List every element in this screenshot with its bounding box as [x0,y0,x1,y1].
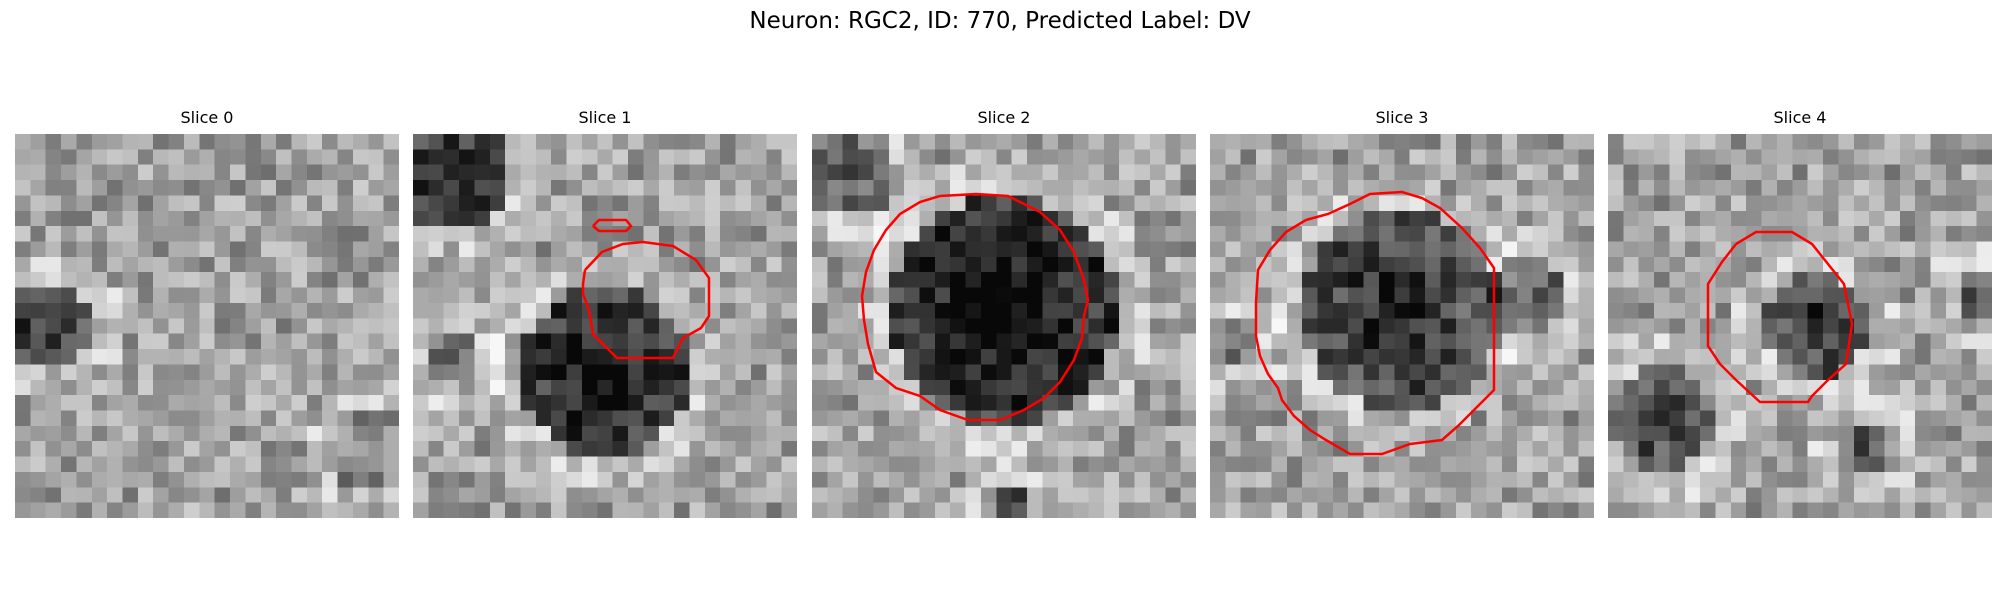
grayscale-patch [413,134,797,518]
figure-title: Neuron: RGC2, ID: 770, Predicted Label: … [749,8,1251,34]
segmentation-contour [860,192,1090,422]
slice-title: Slice 1 [578,108,632,127]
slice-image [812,134,1196,518]
slice-title: Slice 4 [1773,108,1827,127]
slice-image [1210,134,1594,518]
slice-title: Slice 2 [977,108,1031,127]
grayscale-patch [15,134,399,518]
slice-title: Slice 3 [1375,108,1429,127]
grayscale-patch [812,134,1196,518]
slice-image [15,134,399,518]
slice-image [413,134,797,518]
segmentation-contour [1254,190,1496,456]
segmentation-contour [581,218,711,360]
segmentation-contour [1706,230,1854,404]
slice-title: Slice 0 [180,108,234,127]
grayscale-patch [1210,134,1594,518]
slice-image [1608,134,1992,518]
grayscale-patch [1608,134,1992,518]
